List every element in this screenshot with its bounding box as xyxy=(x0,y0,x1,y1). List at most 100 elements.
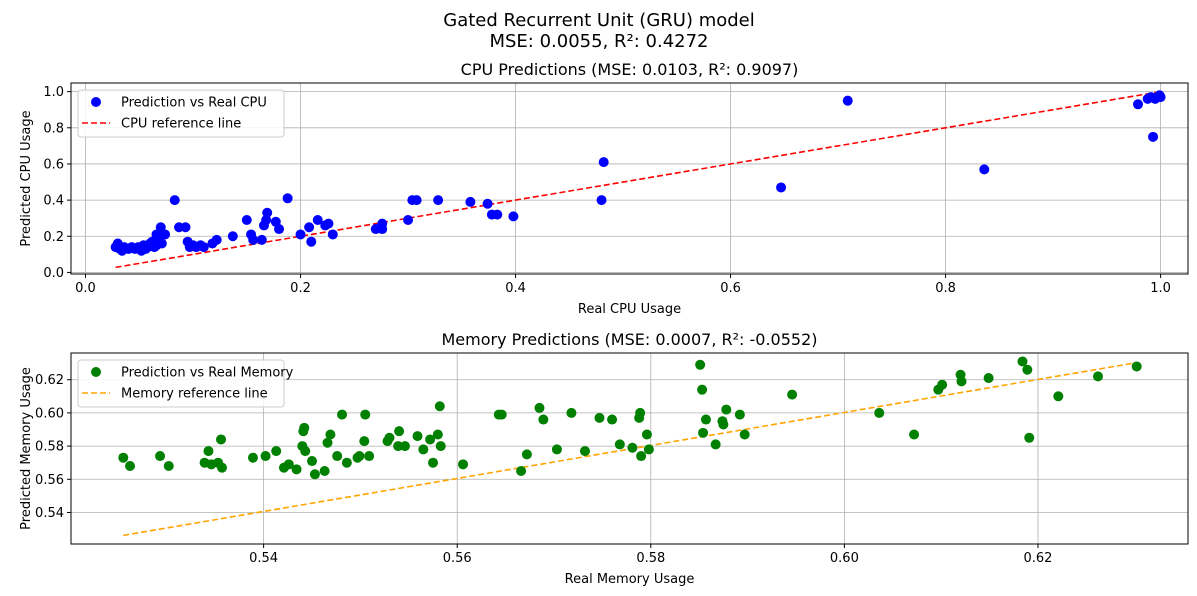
data-point xyxy=(937,379,948,390)
data-point xyxy=(435,441,446,452)
data-point xyxy=(697,384,708,395)
data-point xyxy=(596,195,607,206)
data-point xyxy=(1148,131,1159,142)
data-point xyxy=(241,214,252,225)
data-point xyxy=(247,452,258,463)
x-axis-label: Real CPU Usage xyxy=(578,302,681,317)
y-tick-label: 0.62 xyxy=(35,373,64,388)
data-point xyxy=(1024,432,1035,443)
data-point xyxy=(216,434,227,445)
x-tick-label: 0.62 xyxy=(1023,551,1052,566)
legend-label: Prediction vs Real Memory xyxy=(121,366,294,381)
x-axis-label: Real Memory Usage xyxy=(565,572,695,587)
data-point xyxy=(979,164,990,175)
data-point xyxy=(216,462,227,473)
data-point xyxy=(734,409,745,420)
data-point xyxy=(332,451,343,462)
legend-label: Memory reference line xyxy=(121,387,268,402)
data-point xyxy=(635,407,646,418)
data-point xyxy=(1017,356,1028,367)
data-point xyxy=(700,414,711,425)
data-point xyxy=(566,407,577,418)
data-point xyxy=(300,446,311,457)
data-point xyxy=(433,195,444,206)
data-point xyxy=(842,95,853,106)
legend-box xyxy=(77,359,285,408)
y-tick-label: 0.54 xyxy=(35,506,64,521)
data-point xyxy=(710,439,721,450)
data-point xyxy=(341,457,352,468)
data-point xyxy=(1131,361,1142,372)
y-tick-label: 0.0 xyxy=(43,266,64,281)
data-point xyxy=(492,209,503,220)
data-point xyxy=(434,401,445,412)
data-point xyxy=(271,446,282,457)
x-tick-label: 0.2 xyxy=(290,281,311,296)
data-point xyxy=(909,429,920,440)
data-point xyxy=(169,195,180,206)
y-tick-label: 0.58 xyxy=(35,440,64,455)
data-point xyxy=(496,409,507,420)
data-point xyxy=(787,389,798,400)
legend-label: Prediction vs Real CPU xyxy=(121,96,267,111)
data-point xyxy=(163,461,174,472)
data-point xyxy=(359,436,370,447)
data-point xyxy=(521,449,532,460)
data-point xyxy=(125,461,136,472)
data-point xyxy=(180,222,191,233)
data-point xyxy=(1053,391,1064,402)
data-point xyxy=(538,414,549,425)
data-point xyxy=(283,459,294,470)
x-tick-label: 0.6 xyxy=(720,281,741,296)
axes-frame xyxy=(70,352,1189,545)
data-point xyxy=(594,412,605,423)
x-tick-label: 0.58 xyxy=(636,551,665,566)
data-point xyxy=(695,359,706,370)
chart-memory: 0.54 0.56 0.58 0.60 0.62 0.54 0.56 0.58 0.60 0.62… xyxy=(19,330,1189,587)
data-point xyxy=(337,409,348,420)
data-point xyxy=(1022,364,1033,375)
data-point xyxy=(698,427,709,438)
figure-suptitle-line1: Gated Recurrent Unit (GRU) model xyxy=(443,10,755,31)
chart-cpu: 0.0 0.2 0.4 0.6 0.8 1.0 0.0 0.2 0.4 0.6 0.8 1.0 CPU … xyxy=(19,60,1189,317)
data-point xyxy=(323,218,334,229)
data-point xyxy=(248,234,259,245)
data-point xyxy=(403,214,414,225)
x-tick-label: 0.56 xyxy=(443,551,472,566)
data-point xyxy=(718,419,729,430)
data-point xyxy=(739,429,750,440)
data-point xyxy=(551,444,562,455)
data-point xyxy=(203,446,214,457)
data-point xyxy=(295,229,306,240)
data-point xyxy=(1155,92,1166,103)
x-tick-label: 0.60 xyxy=(830,551,859,566)
data-point xyxy=(262,207,273,218)
data-point xyxy=(156,238,167,249)
y-tick-label: 0.2 xyxy=(43,230,64,245)
data-point xyxy=(465,196,476,207)
data-point xyxy=(482,198,493,209)
data-point xyxy=(598,157,609,168)
data-point xyxy=(145,238,156,249)
data-point xyxy=(425,434,436,445)
data-point xyxy=(983,373,994,384)
legend-marker xyxy=(91,367,101,377)
data-point xyxy=(534,402,545,413)
data-point xyxy=(151,229,162,240)
data-point xyxy=(721,404,732,415)
data-point xyxy=(1133,99,1144,110)
charts-container: 0.0 0.2 0.4 0.6 0.8 1.0 0.0 0.2 0.4 0.6 0.8 1.0 CPU … xyxy=(19,60,1189,587)
data-point xyxy=(198,242,209,253)
data-point xyxy=(299,422,310,433)
data-point xyxy=(291,464,302,475)
data-point xyxy=(327,229,338,240)
chart-title: Memory Predictions (MSE: 0.0007, R²: -0.… xyxy=(441,330,817,349)
y-tick-label: 0.56 xyxy=(35,473,64,488)
data-point xyxy=(432,429,443,440)
data-point xyxy=(1092,371,1103,382)
y-tick-label: 0.4 xyxy=(43,194,64,209)
data-point xyxy=(325,429,336,440)
data-point xyxy=(377,224,388,235)
